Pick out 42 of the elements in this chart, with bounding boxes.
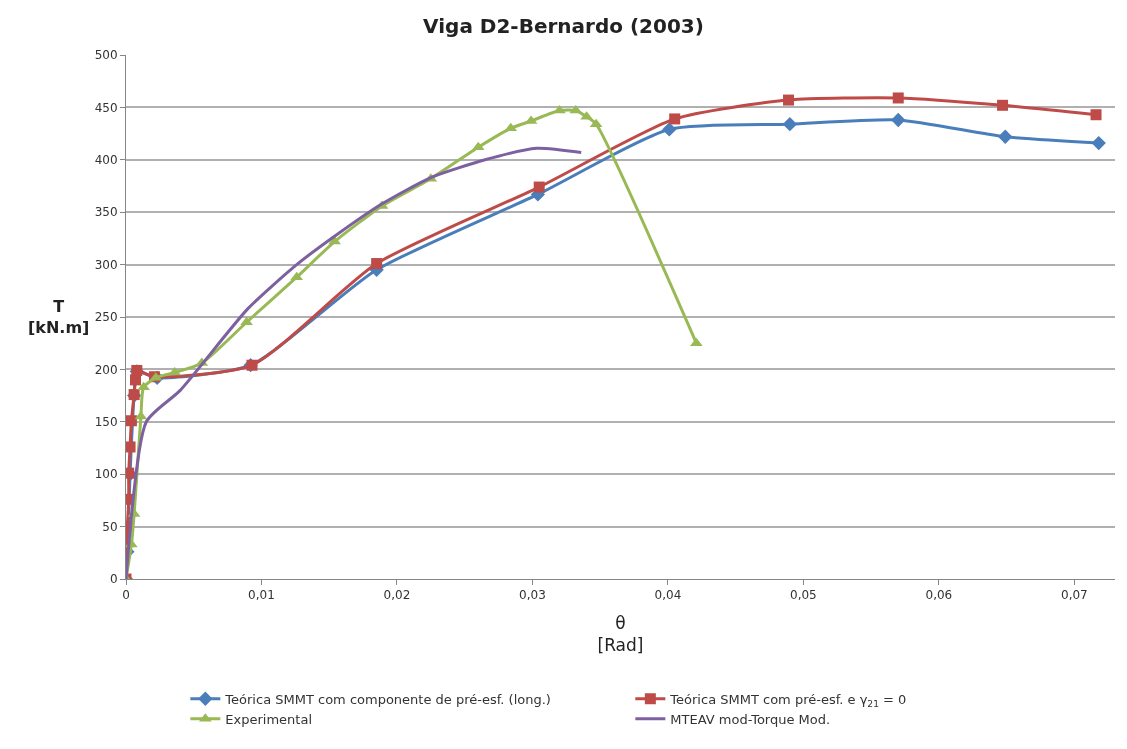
x-tick-label: 0,02	[383, 588, 411, 603]
point	[669, 113, 681, 125]
point	[533, 181, 545, 193]
y-tick-label: 250	[94, 310, 118, 325]
y-tick-label: 500	[94, 48, 118, 63]
y-tick-label: 50	[102, 519, 118, 534]
point	[1091, 135, 1106, 151]
point	[998, 129, 1013, 144]
point	[504, 122, 518, 132]
x-tick-label: 0,05	[790, 588, 817, 603]
point	[126, 415, 137, 427]
y-axis-title: T [kN.m]	[28, 297, 90, 337]
y-tick-label: 300	[94, 257, 118, 272]
y-tick-label: 400	[94, 153, 118, 167]
point	[371, 258, 383, 270]
x-axis-title: θ [Rad]	[597, 612, 644, 655]
point	[662, 122, 677, 137]
point	[126, 441, 136, 453]
y-tick-label: 350	[94, 205, 118, 220]
y-tick-label: 100	[94, 467, 118, 482]
legend-label: Teórica SMMT com componente de pré-esf. (long.)	[224, 691, 551, 707]
y-tick-label: 450	[94, 100, 118, 115]
x-tick-label: 0,03	[519, 588, 546, 603]
point	[891, 112, 906, 128]
y-tick-label: 200	[94, 362, 118, 377]
line-series	[126, 146, 583, 579]
x-tick-label: 0,04	[654, 588, 682, 603]
point	[997, 99, 1009, 111]
legend-label: Experimental	[225, 711, 313, 727]
point	[1090, 109, 1102, 121]
legend-label: Teórica SMMT com pré-esf. e γ$_{21}$ = 0	[669, 691, 907, 709]
y-tick-label: 150	[94, 415, 118, 429]
x-tick-label: 0,06	[925, 588, 953, 603]
point	[782, 94, 794, 106]
y-tick-label: 0	[109, 572, 118, 587]
chart-title: Viga D2-Bernardo (2003)	[423, 13, 704, 38]
point	[782, 117, 797, 132]
legend-label: MTEAV mod-Torque Mod.	[670, 711, 831, 727]
point	[892, 92, 904, 104]
x-tick-label: 0,01	[248, 588, 275, 603]
x-tick-label: 0,07	[1061, 588, 1088, 603]
x-tick-label: 0	[122, 588, 130, 603]
